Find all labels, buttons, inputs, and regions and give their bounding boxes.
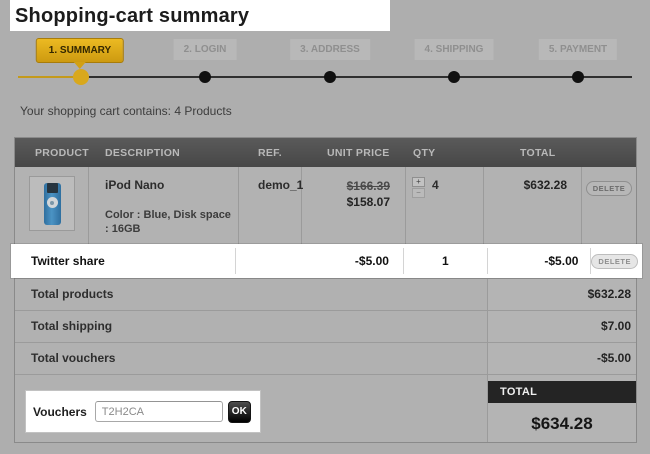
tab-step-payment[interactable]: 5. PAYMENT [538, 39, 618, 60]
header-total: TOTAL [520, 146, 556, 159]
progress-track-completed [18, 76, 81, 78]
total-vouchers-value: -$5.00 [487, 343, 636, 374]
header-product: PRODUCT [35, 146, 90, 159]
product-row-total: $632.28 [484, 167, 582, 244]
page-title: Shopping-cart summary [15, 5, 250, 27]
progress-dot-shipping [448, 71, 460, 83]
qty-increase-button[interactable]: + [412, 177, 425, 187]
discount-name: Twitter share [15, 248, 237, 274]
cart-table: PRODUCT DESCRIPTION REF. UNIT PRICE QTY … [11, 137, 642, 443]
product-attributes: Color : Blue, Disk space : 16GB [105, 209, 231, 235]
ipod-screen-icon [46, 183, 58, 193]
qty-decrease-button[interactable]: − [412, 188, 425, 198]
total-shipping-row: Total shipping $7.00 [15, 310, 636, 342]
product-delete-button[interactable]: DELETE [585, 181, 633, 196]
product-description-cell: iPod Nano Color : Blue, Disk space : 16G… [89, 167, 239, 244]
progress-dot-payment [572, 71, 584, 83]
product-delete-cell: DELETE [582, 167, 636, 244]
table-footer-section: Vouchers OK TOTAL $634.28 [15, 374, 636, 442]
table-row-discount: Twitter share -$5.00 1 -$5.00 DELETE [15, 248, 639, 274]
total-shipping-value: $7.00 [487, 311, 636, 342]
ipod-nano-icon [43, 183, 61, 225]
total-vouchers-label: Total vouchers [31, 351, 116, 365]
discount-delete-cell: DELETE [591, 248, 639, 274]
total-products-label: Total products [31, 287, 114, 301]
grand-total-bar: TOTAL [488, 381, 636, 403]
progress-dot-address [324, 71, 336, 83]
product-qty-value: 4 [432, 178, 439, 192]
product-unit-price-cell: $166.39 $158.07 [302, 167, 406, 244]
tab-step-address[interactable]: 3. ADDRESS [290, 39, 370, 60]
voucher-ok-button[interactable]: OK [227, 400, 251, 423]
total-products-value: $632.28 [487, 279, 636, 310]
progress-dot-summary [73, 69, 89, 85]
product-old-price: $166.39 [346, 179, 390, 193]
product-qty-cell: + − 4 [406, 167, 484, 244]
progress-dot-login [199, 71, 211, 83]
header-qty: QTY [413, 146, 436, 159]
discount-qty: 1 [404, 248, 488, 274]
total-products-row: Total products $632.28 [15, 278, 636, 310]
product-image-cell [15, 167, 89, 244]
header-unit-price: UNIT PRICE [327, 146, 390, 159]
quantity-stepper: + − [412, 177, 426, 244]
discount-row-highlight: Twitter share -$5.00 1 -$5.00 DELETE [11, 244, 642, 278]
page-title-highlight: Shopping-cart summary [10, 0, 390, 31]
tab-step-shipping[interactable]: 4. SHIPPING [414, 39, 494, 60]
voucher-label: Vouchers [33, 404, 87, 419]
cart-contents-summary: Your shopping cart contains: 4 Products [20, 104, 232, 118]
tab-step-login[interactable]: 2. LOGIN [173, 39, 237, 60]
product-ref: demo_1 [239, 167, 303, 244]
total-shipping-label: Total shipping [31, 319, 113, 333]
header-ref: REF. [258, 146, 282, 159]
table-header-row: PRODUCT DESCRIPTION REF. UNIT PRICE QTY … [15, 138, 636, 167]
discount-delete-button[interactable]: DELETE [591, 253, 639, 269]
ipod-clickwheel-icon [46, 197, 58, 208]
product-thumbnail[interactable] [29, 176, 75, 231]
header-actions [582, 138, 636, 167]
discount-unit-price: -$5.00 [236, 248, 404, 274]
discount-total: -$5.00 [488, 248, 592, 274]
grand-total-column: TOTAL $634.28 [487, 375, 636, 442]
product-name-link[interactable]: iPod Nano [105, 178, 165, 192]
table-row-product: iPod Nano Color : Blue, Disk space : 16G… [15, 167, 636, 244]
voucher-input[interactable] [94, 401, 223, 422]
total-vouchers-row: Total vouchers -$5.00 [15, 342, 636, 374]
header-description: DESCRIPTION [105, 146, 181, 159]
tab-step-summary[interactable]: 1. SUMMARY [35, 38, 125, 63]
grand-total-value: $634.28 [531, 414, 593, 433]
product-current-price: $158.07 [346, 195, 390, 209]
voucher-box-highlight: Vouchers OK [25, 390, 261, 433]
